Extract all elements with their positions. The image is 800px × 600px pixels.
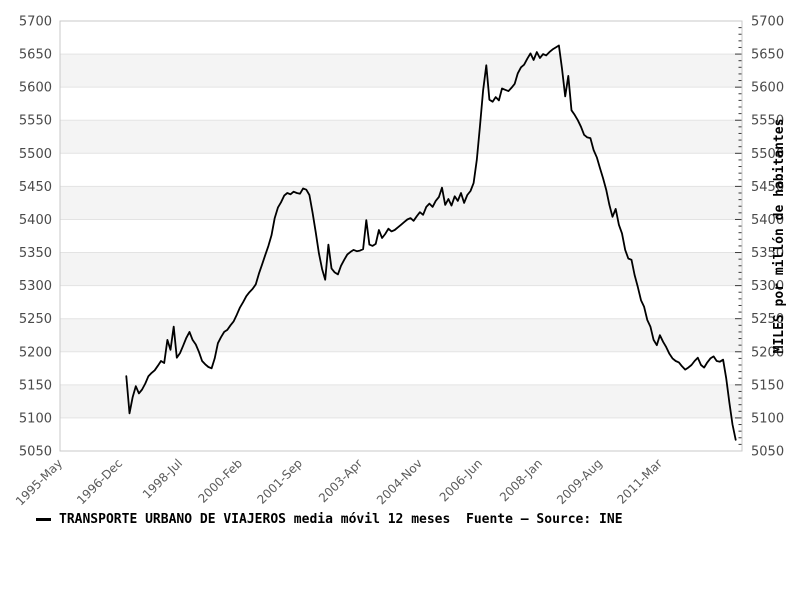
y-tick-label-left: 5100 [19,411,52,426]
data-line [125,44,737,441]
y-tick-label-left: 5450 [19,180,52,195]
x-tick-label: 2000-Feb [196,456,246,506]
plot-band [60,318,742,352]
x-tick-label: 2011-Mar [614,456,665,507]
plot-band [60,252,742,286]
y-tick-label-left: 5250 [19,312,52,327]
y-axis-title: MILES por millón de habitantes [772,119,787,354]
x-tick-label: 2003-Apr [316,456,365,505]
y-tick-label-left: 5200 [19,345,52,360]
y-tick-label-right: 5650 [751,48,784,63]
x-tick-label: 2006-Jun [437,456,485,504]
plot-band [60,186,742,220]
y-tick-label-right: 5700 [751,15,784,30]
y-tick-label-left: 5550 [19,114,52,129]
y-tick-label-left: 5150 [19,378,52,393]
legend: TRANSPORTE URBANO DE VIAJEROS media móvi… [36,512,623,527]
y-tick-label-right: 5150 [751,378,784,393]
x-tick-label: 1996-Dec [74,456,125,507]
y-tick-label-right: 5600 [751,81,784,96]
y-tick-label-right: 5200 [751,345,784,360]
plot-border [59,20,743,452]
y-tick-label-left: 5700 [19,15,52,30]
y-tick-label-right: 5400 [751,213,784,228]
plot-band [60,120,742,154]
y-tick-label-right: 5550 [751,114,784,129]
y-tick-label-left: 5400 [19,213,52,228]
y-tick-label-left: 5500 [19,147,52,162]
y-tick-label-left: 5650 [19,48,52,63]
y-tick-label-left: 5600 [19,81,52,96]
x-tick-label: 2008-Jan [497,456,545,504]
y-tick-label-right: 5100 [751,411,784,426]
y-tick-label-right: 5500 [751,147,784,162]
y-tick-label-left: 5350 [19,246,52,261]
plot-band [60,54,742,88]
x-tick-label: 1998-Jul [140,456,185,501]
y-tick-label-right: 5050 [751,445,784,460]
y-tick-label-left: 5050 [19,445,52,460]
x-tick-label: 2009-Aug [554,456,605,507]
y-tick-label-left: 5300 [19,279,52,294]
legend-line-marker [36,518,51,521]
x-tick-label: 1995-May [13,456,65,508]
y-tick-label-right: 5350 [751,246,784,261]
plot-band [60,384,742,418]
x-tick-label: 2004-Nov [374,456,425,507]
legend-label: TRANSPORTE URBANO DE VIAJEROS media móvi… [59,512,623,527]
y-tick-label-right: 5300 [751,279,784,294]
y-tick-label-right: 5450 [751,180,784,195]
y-tick-label-right: 5250 [751,312,784,327]
x-tick-label: 2001-Sep [255,456,306,507]
